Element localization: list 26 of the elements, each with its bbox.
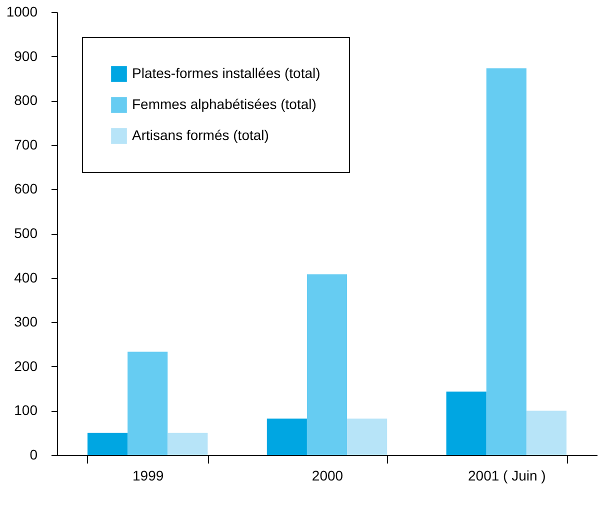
bar bbox=[446, 392, 486, 455]
bar bbox=[347, 418, 388, 455]
y-tick-label: 600 bbox=[14, 180, 38, 197]
bar bbox=[128, 352, 168, 455]
bar bbox=[168, 432, 208, 455]
bar bbox=[266, 418, 307, 455]
bar bbox=[88, 432, 128, 455]
y-tick-label: 200 bbox=[14, 358, 38, 374]
y-tick-label: 700 bbox=[14, 136, 38, 152]
y-tick-label: 900 bbox=[14, 48, 38, 64]
y-tick-label: 300 bbox=[14, 314, 38, 330]
x-tick-label: 2001 ( Juin ) bbox=[468, 468, 546, 484]
bar bbox=[486, 68, 526, 455]
y-tick-label: 0 bbox=[30, 446, 38, 462]
y-tick-label: 100 bbox=[14, 402, 38, 418]
y-tick-label: 400 bbox=[14, 269, 38, 286]
bar bbox=[526, 410, 566, 455]
y-tick-label: 500 bbox=[14, 225, 38, 241]
y-tick-label: 800 bbox=[14, 92, 38, 108]
legend-label: Artisans formés (total) bbox=[132, 127, 269, 143]
x-tick-label: 1999 bbox=[132, 468, 164, 484]
legend-label: Plates-formes installées (total) bbox=[132, 65, 320, 81]
legend-label: Femmes alphabétisées (total) bbox=[132, 96, 316, 112]
x-tick-label: 2000 bbox=[312, 468, 344, 484]
bar bbox=[306, 274, 348, 455]
y-tick-label: 1000 bbox=[6, 4, 38, 20]
